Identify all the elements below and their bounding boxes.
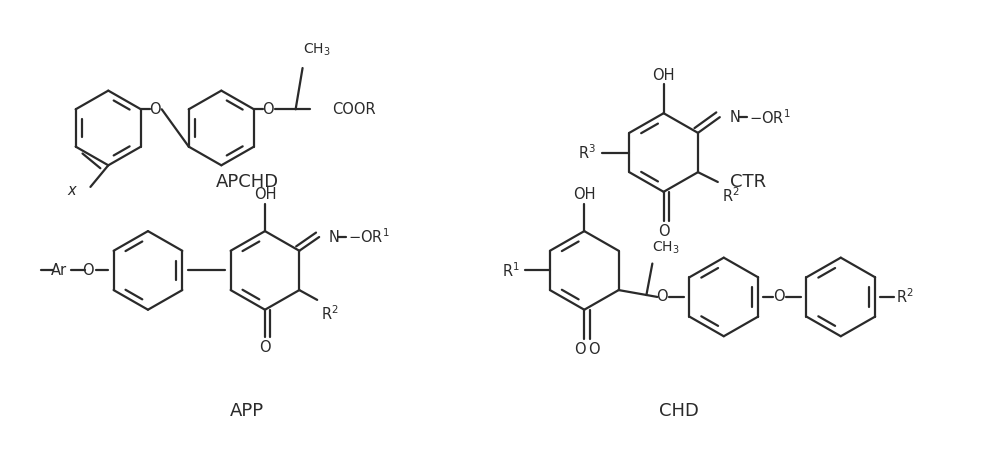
Text: −OR$^1$: −OR$^1$ bbox=[749, 108, 790, 127]
Text: APP: APP bbox=[230, 402, 264, 420]
Text: O: O bbox=[656, 289, 668, 305]
Text: N: N bbox=[329, 229, 340, 245]
Text: O: O bbox=[82, 263, 93, 278]
Text: O: O bbox=[658, 224, 669, 238]
Text: CH$_3$: CH$_3$ bbox=[652, 239, 680, 256]
Text: O: O bbox=[575, 341, 586, 357]
Text: R$^2$: R$^2$ bbox=[321, 304, 339, 323]
Text: $x$: $x$ bbox=[67, 183, 79, 198]
Text: O: O bbox=[259, 339, 271, 355]
Text: −OR$^1$: −OR$^1$ bbox=[348, 228, 390, 247]
Text: CH$_3$: CH$_3$ bbox=[303, 42, 330, 58]
Text: O: O bbox=[588, 341, 600, 357]
Text: O: O bbox=[262, 102, 274, 117]
Text: O: O bbox=[149, 102, 161, 117]
Text: N: N bbox=[730, 109, 741, 125]
Text: Ar: Ar bbox=[51, 263, 67, 278]
Text: R$^2$: R$^2$ bbox=[896, 288, 914, 306]
Text: R$^3$: R$^3$ bbox=[578, 143, 596, 162]
Text: R$^2$: R$^2$ bbox=[722, 186, 739, 205]
Text: OH: OH bbox=[254, 187, 276, 202]
Text: OH: OH bbox=[573, 187, 596, 202]
Text: COOR: COOR bbox=[332, 102, 376, 117]
Text: O: O bbox=[773, 289, 785, 305]
Text: APCHD: APCHD bbox=[216, 173, 279, 191]
Text: OH: OH bbox=[652, 69, 675, 83]
Text: CHD: CHD bbox=[659, 402, 698, 420]
Text: R$^1$: R$^1$ bbox=[502, 261, 520, 280]
Text: CTR: CTR bbox=[730, 173, 766, 191]
